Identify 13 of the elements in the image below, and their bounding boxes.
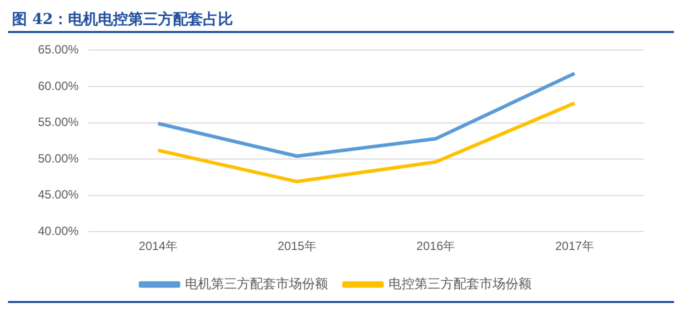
legend-label: 电机第三方配套市场份额 (185, 276, 328, 292)
chart-title: 图 42：电机电控第三方配套占比 (8, 8, 674, 33)
y-tick-label: 60.00% (38, 78, 80, 93)
x-tick-label: 2014年 (138, 239, 178, 254)
x-tick-label: 2017年 (555, 239, 594, 254)
y-tick-label: 50.00% (38, 151, 80, 166)
x-tick-label: 2016年 (416, 239, 456, 254)
y-tick-label: 40.00% (38, 224, 80, 238)
y-tick-label: 45.00% (38, 188, 80, 202)
y-tick-label: 65.00% (38, 42, 80, 57)
y-tick-label: 55.00% (38, 115, 80, 130)
legend-label: 电控第三方配套市场份额 (388, 276, 532, 292)
x-tick-label: 2015年 (278, 239, 316, 254)
